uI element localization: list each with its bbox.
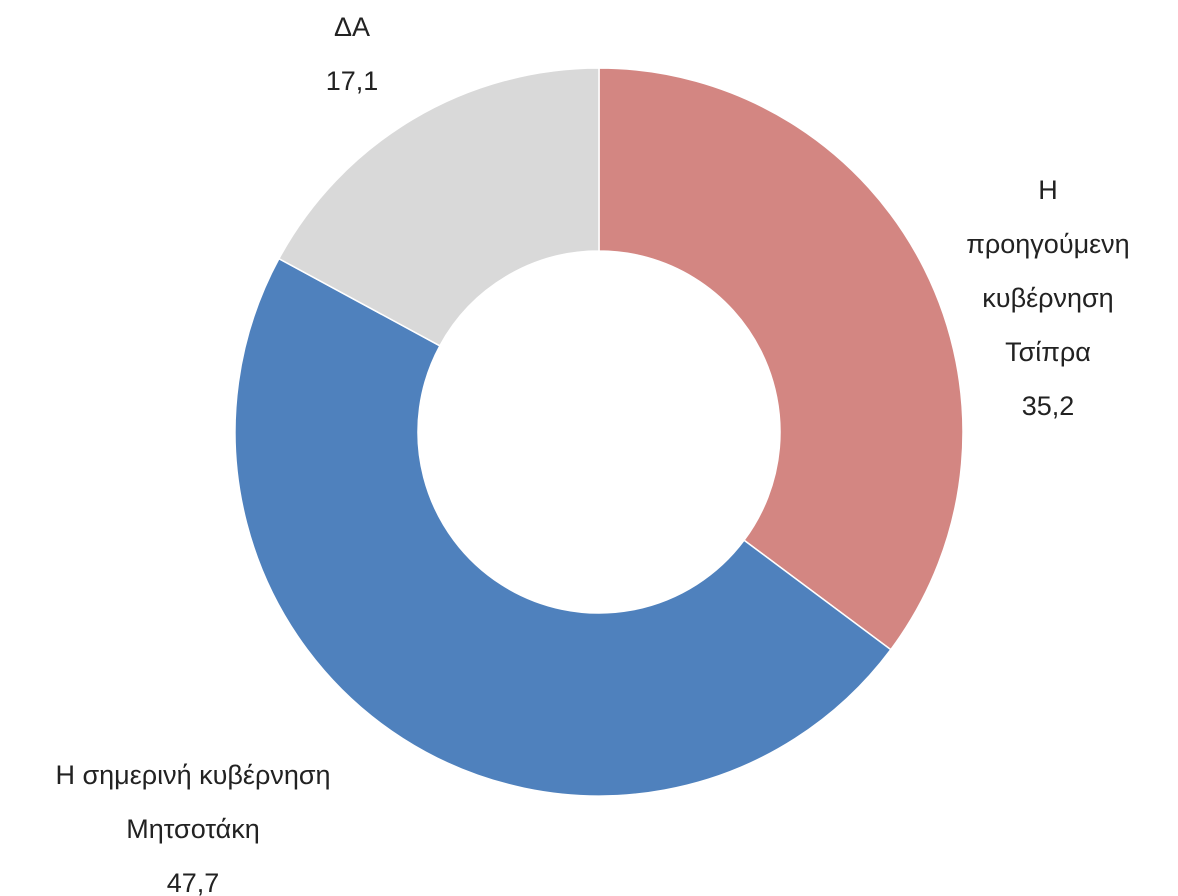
category-label: Η σημερινή κυβέρνηση Μητσοτάκη <box>55 760 331 844</box>
donut-slice <box>277 67 600 347</box>
slice-label: Η προηγούμενη κυβέρνηση Τσίπρα 35,2 <box>966 163 1129 433</box>
slice-label: Η σημερινή κυβέρνηση Μητσοτάκη 47,7 <box>55 748 330 896</box>
category-label: ΔΑ <box>333 12 371 42</box>
slice-label: ΔΑ 17,1 <box>326 0 379 108</box>
value-label: 47,7 <box>166 868 220 896</box>
value-label: 17,1 <box>325 66 379 96</box>
value-label: 35,2 <box>1021 391 1075 421</box>
category-label: Η προηγούμενη κυβέρνηση Τσίπρα <box>966 175 1130 367</box>
donut-slice <box>234 257 892 797</box>
donut-slice <box>598 67 964 651</box>
